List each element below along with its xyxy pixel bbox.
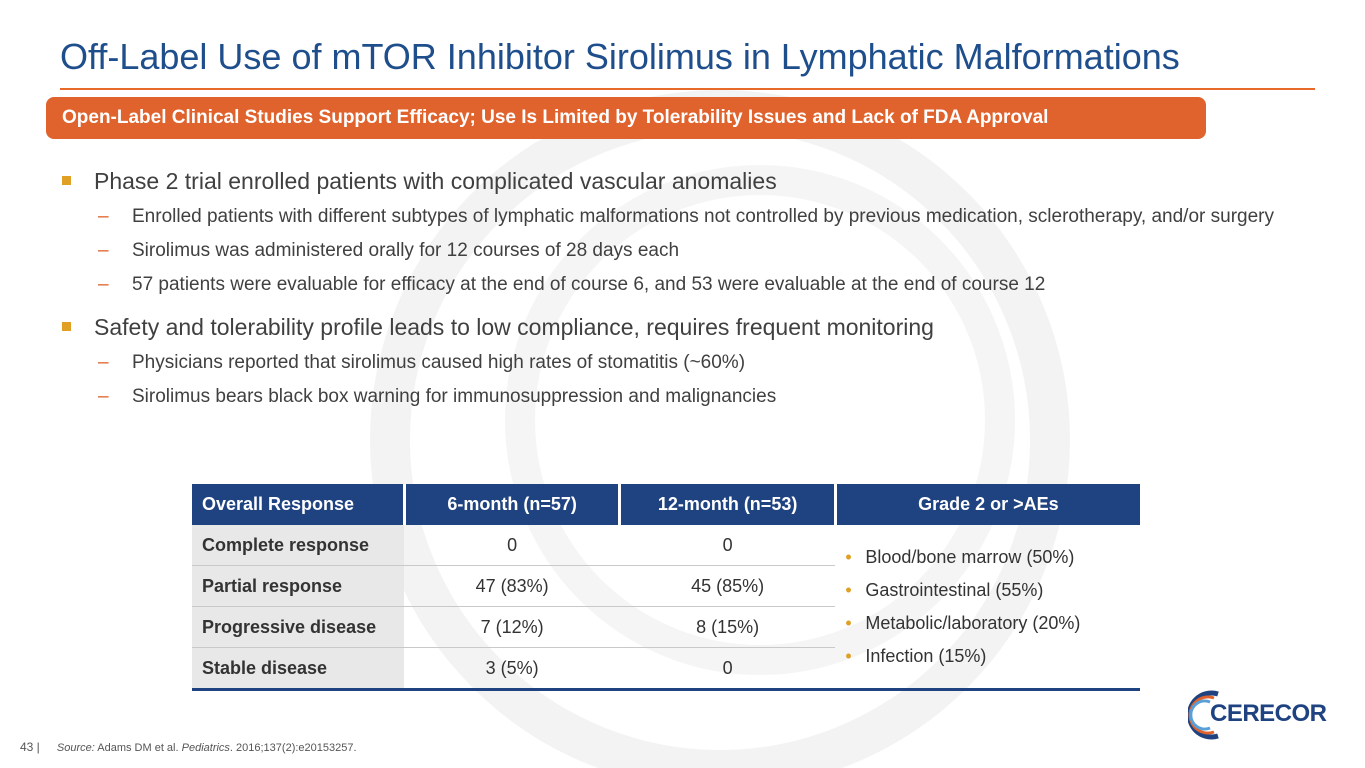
bullet-text: Safety and tolerability profile leads to… — [94, 314, 934, 340]
ae-list-item: • Blood/bone marrow (50%) — [845, 541, 1130, 574]
sub-bullet-text: 57 patients were evaluable for efficacy … — [132, 274, 1046, 295]
sub-bullet-item: – Physicians reported that sirolimus cau… — [60, 350, 1330, 376]
dash-bullet-icon: – — [98, 386, 109, 407]
table-cell: 45 (85%) — [619, 565, 836, 607]
adverse-events-cell: • Blood/bone marrow (50%) • Gastrointestin… — [835, 525, 1140, 691]
bullet-dot-icon: • — [845, 546, 852, 567]
column-header: 12-month (n=53) — [619, 484, 837, 525]
company-logo-text: CERECOR — [1210, 700, 1327, 727]
ae-list-item: • Metabolic/laboratory (20%) — [845, 607, 1130, 640]
sub-bullet-text: Sirolimus bears black box warning for im… — [132, 386, 777, 407]
dash-bullet-icon: – — [98, 240, 109, 261]
column-header: Overall Response — [192, 484, 406, 525]
table-cell: 0 — [404, 525, 620, 566]
bullet-item: Phase 2 trial enrolled patients with com… — [60, 166, 1330, 196]
sub-bullet-item: – Enrolled patients with different subty… — [60, 204, 1330, 230]
table-cell: 3 (5%) — [404, 647, 620, 691]
bullet-dot-icon: • — [845, 645, 852, 666]
row-label: Complete response — [192, 525, 405, 566]
footer-source: 43 | Source: Adams DM et al. Pediatrics.… — [20, 740, 357, 754]
slide-title: Off-Label Use of mTOR Inhibitor Sirolimu… — [60, 36, 1180, 77]
table-header-row: Overall Response 6-month (n=57) 12-month… — [192, 484, 1140, 525]
sub-bullet-text: Physicians reported that sirolimus cause… — [132, 352, 746, 373]
row-label: Stable disease — [192, 647, 405, 691]
table-cell: 0 — [619, 525, 836, 566]
table-cell: 8 (15%) — [619, 606, 836, 648]
dash-bullet-icon: – — [98, 206, 109, 227]
ae-text: Blood/bone marrow (50%) — [865, 546, 1075, 567]
page-number: 43 | — [20, 740, 40, 754]
sub-bullet-item: – Sirolimus bears black box warning for … — [60, 384, 1330, 410]
bullet-list: Phase 2 trial enrolled patients with com… — [60, 162, 1330, 410]
square-bullet-icon — [62, 176, 71, 185]
table-cell: 7 (12%) — [404, 606, 620, 648]
dash-bullet-icon: – — [98, 274, 109, 295]
table-cell: 0 — [619, 647, 836, 691]
ae-text: Infection (15%) — [865, 645, 987, 666]
bullet-item: Safety and tolerability profile leads to… — [60, 312, 1330, 342]
key-message-banner: Open-Label Clinical Studies Support Effi… — [46, 97, 1206, 139]
source-authors: Adams DM et al. — [97, 742, 179, 754]
response-table: Overall Response 6-month (n=57) 12-month… — [192, 484, 1140, 691]
dash-bullet-icon: – — [98, 352, 109, 373]
sub-bullet-text: Enrolled patients with different subtype… — [132, 206, 1274, 227]
table-row: Stable disease 3 (5%) 0 — [192, 647, 1140, 691]
source-journal: Pediatrics — [181, 742, 230, 754]
bullet-text: Phase 2 trial enrolled patients with com… — [94, 168, 777, 194]
sub-bullet-text: Sirolimus was administered orally for 12… — [132, 240, 680, 261]
table-row: Progressive disease 7 (12%) 8 (15%) — [192, 606, 1140, 648]
sub-bullet-item: – Sirolimus was administered orally for … — [60, 238, 1330, 264]
ae-text: Metabolic/laboratory (20%) — [865, 612, 1081, 633]
bullet-dot-icon: • — [845, 579, 852, 600]
table-cell: 47 (83%) — [404, 565, 620, 607]
column-header: Grade 2 or >AEs — [835, 484, 1140, 525]
sub-bullet-item: – 57 patients were evaluable for efficac… — [60, 272, 1330, 298]
row-label: Progressive disease — [192, 606, 405, 648]
table-row: Complete response 0 0 • Blood/bone marrow… — [192, 525, 1140, 691]
row-label: Partial response — [192, 565, 405, 607]
table-row: Partial response 47 (83%) 45 (85%) — [192, 565, 1140, 607]
source-label: Source: — [56, 742, 95, 754]
ae-list-item: • Infection (15%) — [845, 640, 1130, 673]
ae-list-item: • Gastrointestinal (55%) — [845, 574, 1130, 607]
cerecor-logo-icon — [1188, 690, 1219, 740]
title-divider — [60, 88, 1315, 90]
column-header: 6-month (n=57) — [404, 484, 622, 525]
square-bullet-icon — [62, 322, 71, 331]
bullet-dot-icon: • — [845, 612, 852, 633]
source-citation: . 2016;137(2):e20153257. — [229, 742, 357, 754]
ae-text: Gastrointestinal (55%) — [865, 579, 1044, 600]
